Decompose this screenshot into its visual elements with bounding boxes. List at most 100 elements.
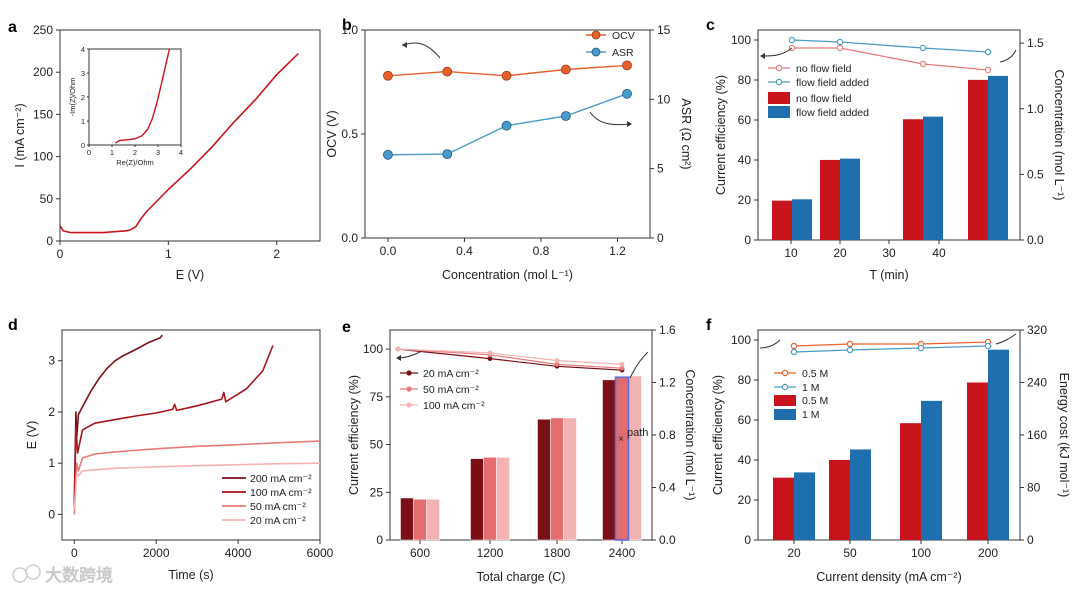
panel-d-series-3 [73, 462, 321, 510]
panel-c-xtick-label: 20 [833, 246, 847, 260]
panel-f-ytick-label: 0 [744, 533, 751, 547]
panel-e-ytick-label: 25 [370, 485, 384, 499]
panel-c-xtick-label: 10 [784, 246, 798, 260]
panel-e-point-1 [554, 361, 560, 367]
panel-c-bar-flow-field-added [988, 75, 1008, 240]
panel-b-point-OCV [442, 66, 453, 77]
panel-e-annotation: path [627, 427, 648, 439]
panel-f-line-0 [793, 341, 989, 347]
panel-b-legend-marker [591, 47, 601, 57]
panel-f-y2tick-label: 80 [1027, 481, 1041, 495]
panel-b-frame [364, 29, 651, 239]
panel-a-ylabel: I (mA cm⁻²) [13, 103, 27, 167]
panel-b-point-OCV [383, 70, 393, 81]
panel-e-xtick-label: 600 [410, 546, 430, 560]
panel-f-legend-swatch [774, 395, 796, 406]
panel-c-arrow [763, 47, 793, 57]
panel-a-inset-ytick-label: 2 [81, 93, 85, 102]
panel-c-line-flow-field-added [791, 39, 989, 53]
panel-e-y2tick-label: 0.8 [659, 428, 676, 442]
panel-a-ytick-label: 100 [33, 150, 53, 164]
panel-f-xtick-label: 20 [787, 546, 801, 560]
panel-c-arrow-2 [999, 49, 1017, 63]
panel-e-ytick-label: 75 [370, 390, 384, 404]
panel-c-bar-no-flow-field [903, 119, 923, 240]
panel-d-xtick-label: 2000 [143, 546, 170, 560]
panel-f-xtick-label: 50 [843, 546, 857, 560]
panel-a-inset-ylabel: -Im(Z)/Ohm [68, 78, 77, 117]
panel-e-bar-0 [400, 497, 414, 541]
panel-f-ytick-label: 40 [738, 453, 752, 467]
panel-c-y2tick-label: 1.5 [1027, 36, 1044, 50]
panel-e-point-2 [619, 361, 625, 367]
panel-f-legend-label: 1 M [802, 382, 820, 394]
panel-label-a: a [8, 19, 17, 36]
panel-c-ytick-label: 100 [731, 33, 751, 47]
panel-b-point-ASR [442, 149, 453, 160]
panel-b-point-ASR [560, 111, 571, 121]
panel-b-y2tick-label: 10 [657, 92, 671, 106]
panel-e-ytick-label: 50 [370, 438, 384, 452]
panel-b-y2label: ASR (Ω cm²) [679, 98, 693, 169]
panel-f-point-1 [984, 342, 992, 350]
panel-e-arrowhead [396, 355, 401, 361]
panel-e-bar-1 [483, 457, 497, 541]
panel-b-xtick-label: 0.4 [456, 244, 473, 258]
panel-e-y2label: Concentration (mol L⁻¹) [683, 370, 697, 501]
panel-f-xlabel: Current density (mA cm⁻²) [816, 570, 962, 584]
panel-a-frame [59, 29, 321, 242]
panel-a-ytick-label: 150 [33, 107, 53, 121]
watermark-logo-icon [12, 567, 28, 583]
panel-a-ytick-label: 250 [33, 23, 53, 37]
panel-a: 0 1 2 0 50 100 150 200 250 E (V) I (mA cm⁻²) 0 1 2 3 4 0… [13, 23, 321, 282]
panel-label-c: c [706, 17, 715, 34]
panel-b-arrow-ocv [401, 42, 441, 59]
panel-c-bar-no-flow-field [968, 79, 988, 240]
panel-f-point-0 [846, 340, 854, 348]
panel-a-ytick-label: 0 [46, 234, 53, 248]
panel-e-legend-label: 100 mA cm⁻² [423, 400, 485, 412]
panel-e-bar-1 [550, 417, 564, 541]
panel-f-bar-0.5-M [967, 382, 988, 540]
panel-e-y2tick-label: 1.6 [659, 323, 676, 337]
panel-e-ylabel: Current efficiency (%) [347, 375, 361, 495]
panel-c-legend-marker [775, 64, 783, 72]
panel-a-series-polarization [59, 53, 299, 234]
panel-b-legend-label: OCV [612, 30, 635, 42]
panel-f-ylabel: Current efficiency (%) [711, 375, 725, 495]
panel-c-point-flow-field-added [788, 36, 796, 44]
panel-a-inset-series [115, 48, 171, 144]
panel-e-point-0 [487, 356, 493, 362]
panel-b-legend-label: ASR [612, 47, 634, 59]
panel-f-y2tick-label: 320 [1027, 323, 1047, 337]
panel-f-ytick-label: 80 [738, 373, 752, 387]
panel-c-bar-no-flow-field [820, 159, 840, 240]
panel-f-point-1 [846, 346, 854, 354]
panel-b-legend-marker [591, 30, 601, 40]
panel-e-xtick-label: 1200 [477, 546, 504, 560]
panel-c-arrowhead [760, 53, 765, 59]
panel-f-y2tick-label: 0 [1027, 533, 1034, 547]
panel-f-y2tick-label: 240 [1027, 376, 1047, 390]
panel-a-inset-frame [88, 48, 182, 146]
panel-e-legend-marker [406, 370, 412, 376]
panel-b-xlabel: Concentration (mol L⁻¹) [442, 268, 573, 282]
panel-b-y2tick-label: 15 [657, 23, 671, 37]
panel-d-xtick-label: 4000 [225, 546, 252, 560]
panel-c-y2label: Concentration (mol L⁻¹) [1052, 70, 1066, 201]
panel-a-inset-xtick-label: 1 [110, 148, 114, 157]
panel-d-series-2 [73, 440, 321, 515]
panel-b-xtick-label: 1.2 [609, 244, 626, 258]
panel-e-y2tick-label: 1.2 [659, 376, 676, 390]
panel-a-xtick-label: 2 [273, 247, 280, 261]
panel-e-bar-2 [496, 457, 510, 541]
panel-f-ytick-label: 60 [738, 413, 752, 427]
panel-c-ylabel: Current efficiency (%) [714, 75, 728, 195]
panel-f-bar-1-M [794, 472, 815, 540]
panel-e-line-1 [397, 348, 623, 369]
panel-f-legend-label: 0.5 M [802, 368, 828, 380]
panel-c-point-flow-field-added [836, 38, 844, 46]
panel-f: 0 20 40 60 80 100 0 80 160 240 320 20 50 100 200 Curren… [711, 323, 1071, 584]
panel-e-point-2 [487, 350, 493, 356]
